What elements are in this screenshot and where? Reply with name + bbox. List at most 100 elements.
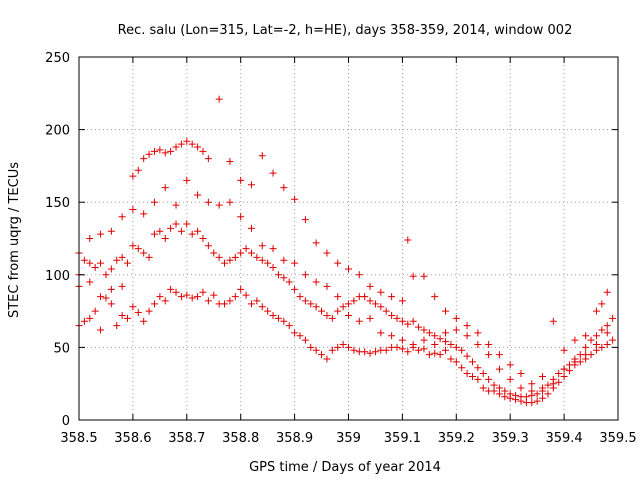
data-point — [107, 300, 115, 308]
data-point — [350, 346, 358, 354]
data-point — [598, 326, 606, 334]
data-point — [495, 351, 503, 359]
data-point — [350, 297, 358, 305]
data-point — [565, 361, 573, 369]
data-point — [102, 271, 110, 279]
data-point — [280, 317, 288, 325]
chart-title: Rec. salu (Lon=315, Lat=-2, h=HE), days … — [118, 23, 573, 38]
data-point — [582, 351, 590, 359]
data-point — [97, 326, 105, 334]
data-point — [592, 332, 600, 340]
data-point — [264, 259, 272, 267]
x-tick-label: 358.6 — [114, 431, 151, 446]
data-point — [285, 322, 293, 330]
data-point — [258, 256, 266, 264]
y-tick-label: 50 — [53, 341, 70, 356]
data-point — [296, 332, 304, 340]
data-point — [150, 147, 158, 155]
data-point — [501, 387, 509, 395]
data-point — [253, 253, 261, 261]
data-point — [506, 375, 514, 383]
data-point — [194, 143, 202, 151]
data-point — [291, 285, 299, 293]
data-point — [124, 314, 132, 322]
data-point — [247, 300, 255, 308]
data-point — [398, 345, 406, 353]
data-point — [587, 336, 595, 344]
data-point — [307, 300, 315, 308]
data-point — [231, 253, 239, 261]
data-point — [113, 322, 121, 330]
data-point — [86, 259, 94, 267]
data-point — [134, 166, 142, 174]
data-point — [258, 303, 266, 311]
data-point — [107, 285, 115, 293]
data-point — [479, 370, 487, 378]
data-point — [485, 340, 493, 348]
data-point — [118, 311, 126, 319]
data-point — [86, 278, 94, 286]
data-point — [371, 348, 379, 356]
data-point — [490, 381, 498, 389]
data-point — [280, 256, 288, 264]
data-point — [80, 317, 88, 325]
data-point — [555, 378, 563, 386]
data-point — [398, 336, 406, 344]
data-point — [431, 340, 439, 348]
data-point — [161, 184, 169, 192]
x-tick-label: 358.9 — [276, 431, 313, 446]
data-point — [264, 307, 272, 315]
data-point — [156, 227, 164, 235]
y-tick-label: 200 — [45, 124, 70, 139]
data-point — [609, 336, 617, 344]
data-point — [366, 349, 374, 357]
data-point — [167, 224, 175, 232]
data-point — [231, 293, 239, 301]
data-point — [156, 293, 164, 301]
data-point — [436, 335, 444, 343]
data-point — [247, 224, 255, 232]
data-point — [140, 210, 148, 218]
data-point — [140, 317, 148, 325]
data-point — [420, 272, 428, 280]
data-point — [86, 314, 94, 322]
data-point — [442, 346, 450, 354]
data-point — [118, 282, 126, 290]
data-point — [533, 397, 541, 405]
data-point — [91, 264, 99, 272]
data-point — [345, 300, 352, 308]
data-point — [129, 172, 137, 180]
data-point — [409, 317, 417, 325]
data-point — [113, 256, 121, 264]
x-tick-label: 359.4 — [545, 431, 582, 446]
data-point — [495, 384, 503, 392]
x-tick-label: 358.7 — [168, 431, 205, 446]
data-point — [474, 364, 482, 372]
data-point — [544, 390, 552, 398]
data-point — [323, 311, 331, 319]
data-point — [204, 242, 212, 250]
data-point — [598, 343, 606, 351]
data-point — [447, 355, 455, 363]
data-point — [258, 242, 266, 250]
data-point — [269, 311, 277, 319]
data-point — [592, 340, 600, 348]
data-point — [269, 169, 277, 177]
data-point — [485, 375, 493, 383]
data-point — [592, 307, 600, 315]
x-tick-label: 359.5 — [599, 431, 636, 446]
data-point — [603, 322, 611, 330]
data-point — [431, 349, 439, 357]
data-point — [291, 329, 299, 337]
data-point — [124, 259, 132, 267]
data-point — [345, 265, 352, 273]
data-point — [301, 336, 309, 344]
data-point — [312, 278, 320, 286]
data-point — [474, 375, 482, 383]
data-point — [296, 293, 304, 301]
data-point — [140, 249, 148, 257]
data-point — [382, 307, 390, 315]
data-point — [177, 227, 185, 235]
data-point — [404, 236, 412, 244]
data-point — [598, 300, 606, 308]
